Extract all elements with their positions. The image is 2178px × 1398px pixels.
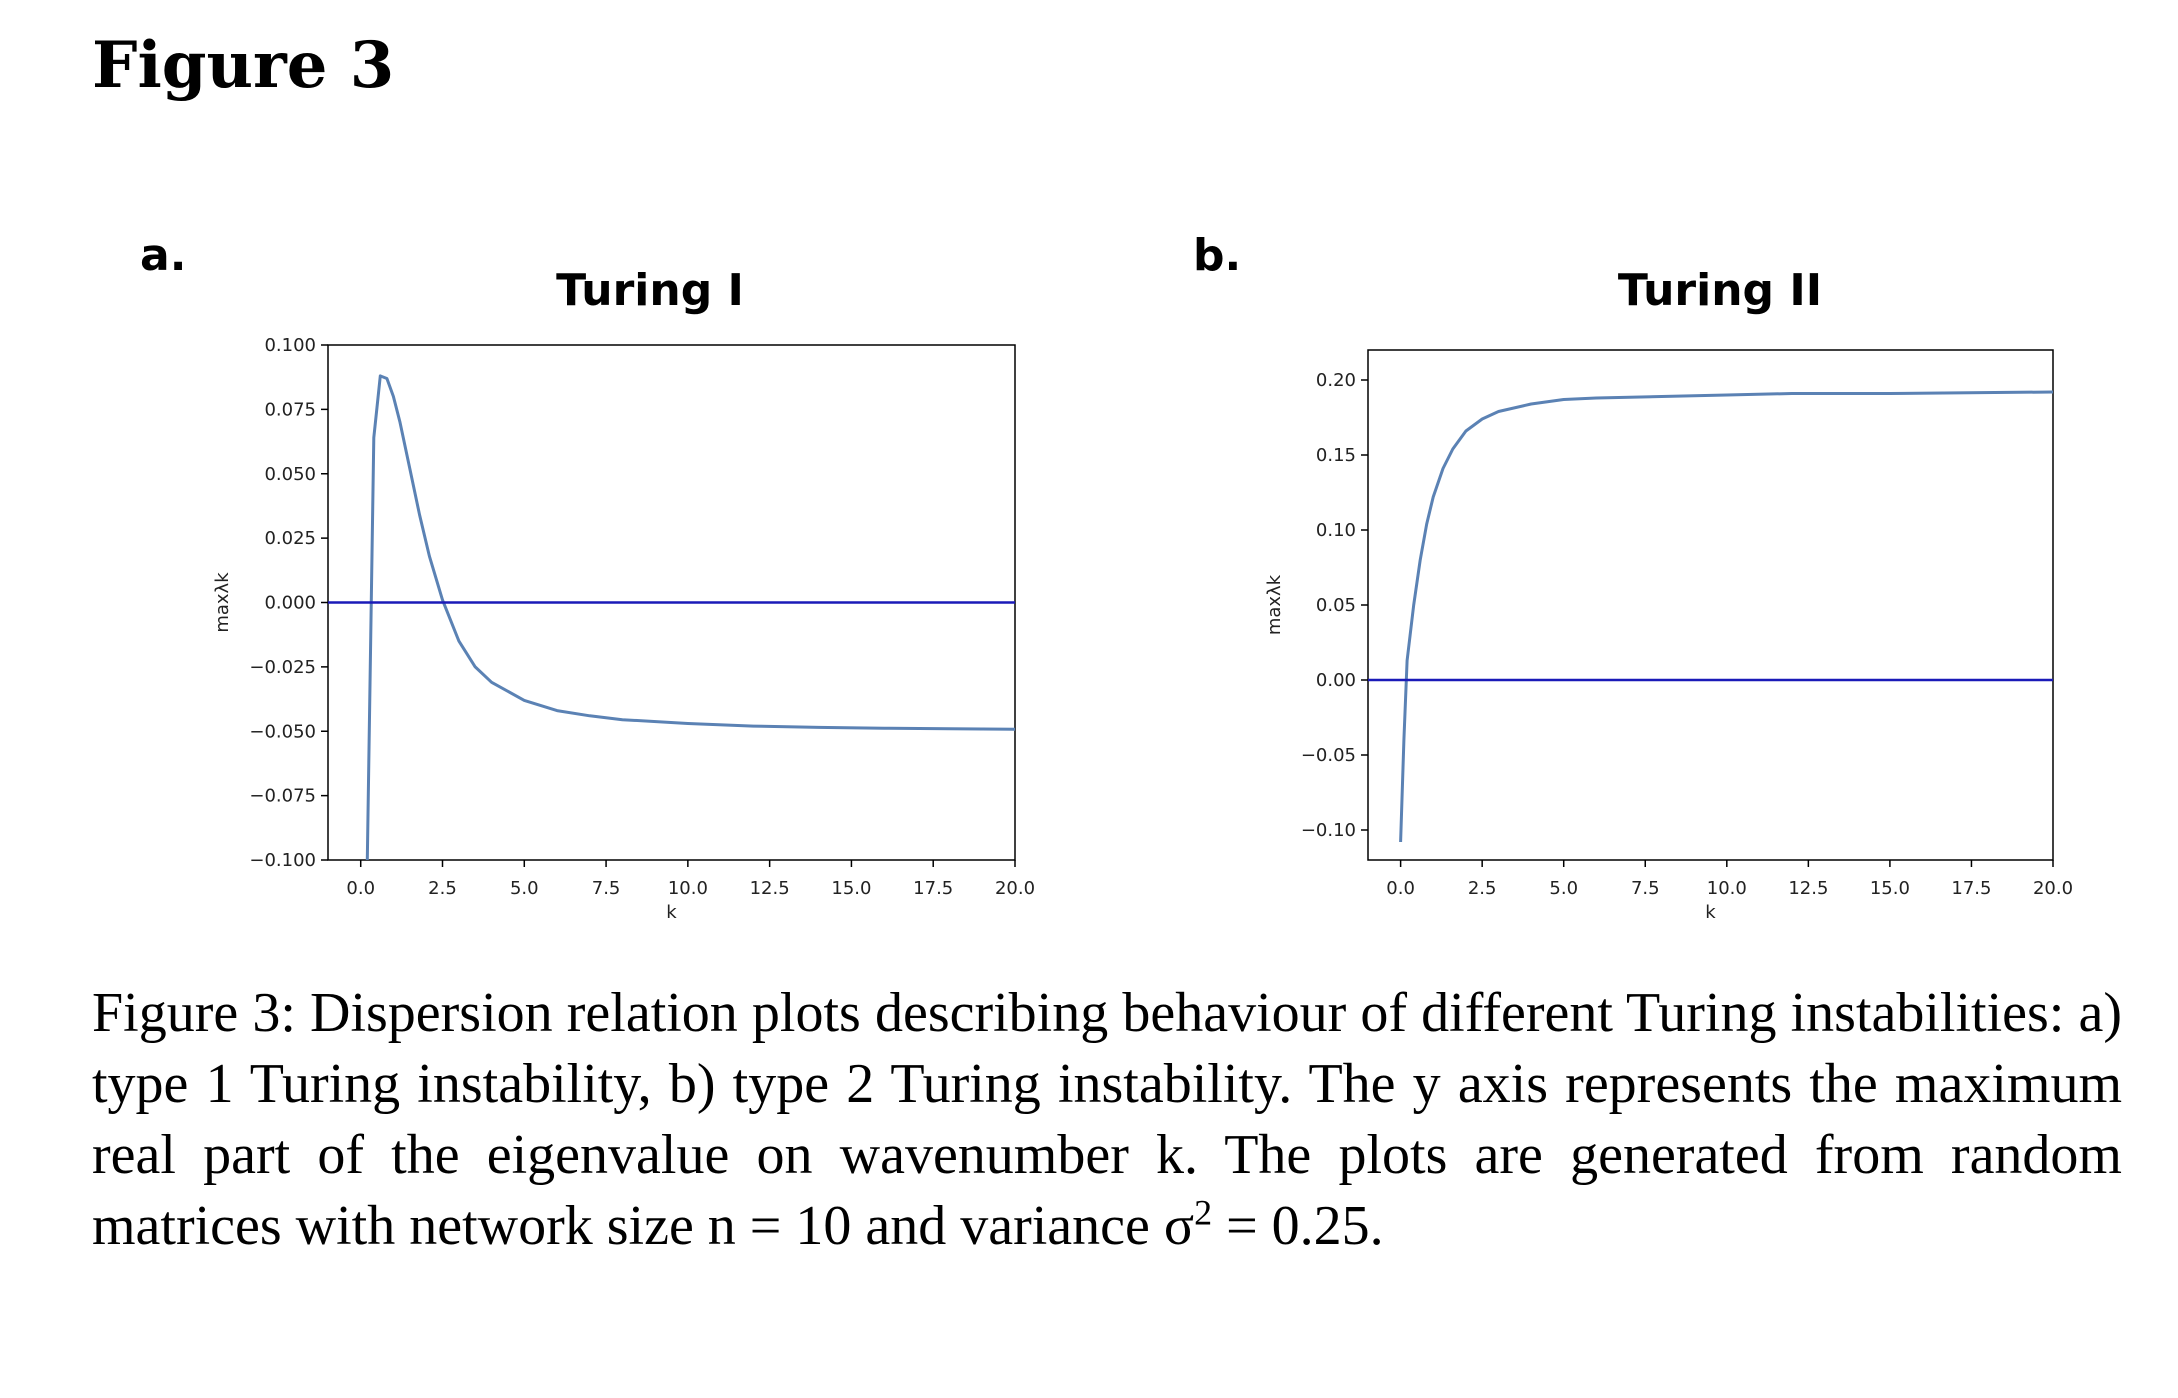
x-tick-label: 5.0 <box>510 878 539 899</box>
x-tick-label: 12.5 <box>750 878 790 899</box>
y-tick-label: −0.050 <box>249 721 316 742</box>
x-tick-label: 5.0 <box>1549 878 1578 899</box>
x-tick-label: 2.5 <box>1468 878 1497 899</box>
series-group <box>1368 390 2053 843</box>
x-tick-label: 17.5 <box>913 878 953 899</box>
x-tick-label: 10.0 <box>668 878 708 899</box>
x-tick-label: 0.0 <box>1386 878 1415 899</box>
x-tick-label: 17.5 <box>1951 878 1991 899</box>
y-tick-label: 0.000 <box>264 593 316 614</box>
x-tick-label: 15.0 <box>831 878 871 899</box>
y-tick-label: −0.025 <box>249 657 316 678</box>
y-tick-label: 0.15 <box>1316 445 1356 466</box>
y-tick-label: 0.075 <box>264 399 316 420</box>
y-tick-label: 0.00 <box>1316 670 1356 691</box>
chart-turing-1: Turing I 0.0 2.5 5.0 7.5 10.0 12.5 15.0 17.5 20.0… <box>212 265 1035 923</box>
figure-title: Figure 3 <box>92 28 395 103</box>
caption-tail: = 0.25. <box>1212 1195 1384 1257</box>
chart-title: Turing II <box>1618 265 1822 316</box>
panel-label-b: b. <box>1193 230 1242 281</box>
x-tick-label: 7.5 <box>1631 878 1660 899</box>
x-tick-label: 12.5 <box>1788 878 1828 899</box>
dispersion-curve <box>365 374 1015 860</box>
y-tick-label: −0.100 <box>249 850 316 871</box>
figure-caption: Figure 3: Dispersion relation plots desc… <box>92 978 2122 1262</box>
y-tick-label: 0.10 <box>1316 520 1356 541</box>
y-tick-label: 0.025 <box>264 528 316 549</box>
y-tick-label: 0.20 <box>1316 370 1356 391</box>
x-tick-label: 10.0 <box>1707 878 1747 899</box>
x-tick-label: 2.5 <box>428 878 457 899</box>
x-tick-label: 20.0 <box>2033 878 2073 899</box>
y-tick-label: 0.100 <box>264 335 316 356</box>
caption-text: Figure 3: Dispersion relation plots desc… <box>92 982 2122 1257</box>
x-tick-label: 15.0 <box>1870 878 1910 899</box>
panel-label-a: a. <box>140 230 187 281</box>
x-tick-label: 0.0 <box>346 878 375 899</box>
x-tick-label: 20.0 <box>995 878 1035 899</box>
caption-superscript: 2 <box>1194 1192 1213 1233</box>
x-tick-label: 7.5 <box>592 878 621 899</box>
y-tick-label: 0.050 <box>264 464 316 485</box>
y-axis-label: maxλk <box>212 572 233 633</box>
dispersion-curve <box>1399 390 2053 843</box>
y-tick-label: −0.075 <box>249 786 316 807</box>
y-axis-label: maxλk <box>1264 574 1285 635</box>
y-tick-label: −0.05 <box>1301 745 1356 766</box>
y-tick-label: −0.10 <box>1301 820 1356 841</box>
chart-title: Turing I <box>556 265 744 316</box>
y-tick-label: 0.05 <box>1316 595 1356 616</box>
x-axis-label: k <box>666 902 677 923</box>
chart-turing-2: Turing II 0.0 2.5 5.0 7.5 10.0 12.5 15.0 17.5 20.… <box>1264 265 2073 923</box>
series-group <box>328 374 1015 860</box>
x-axis-label: k <box>1705 902 1716 923</box>
